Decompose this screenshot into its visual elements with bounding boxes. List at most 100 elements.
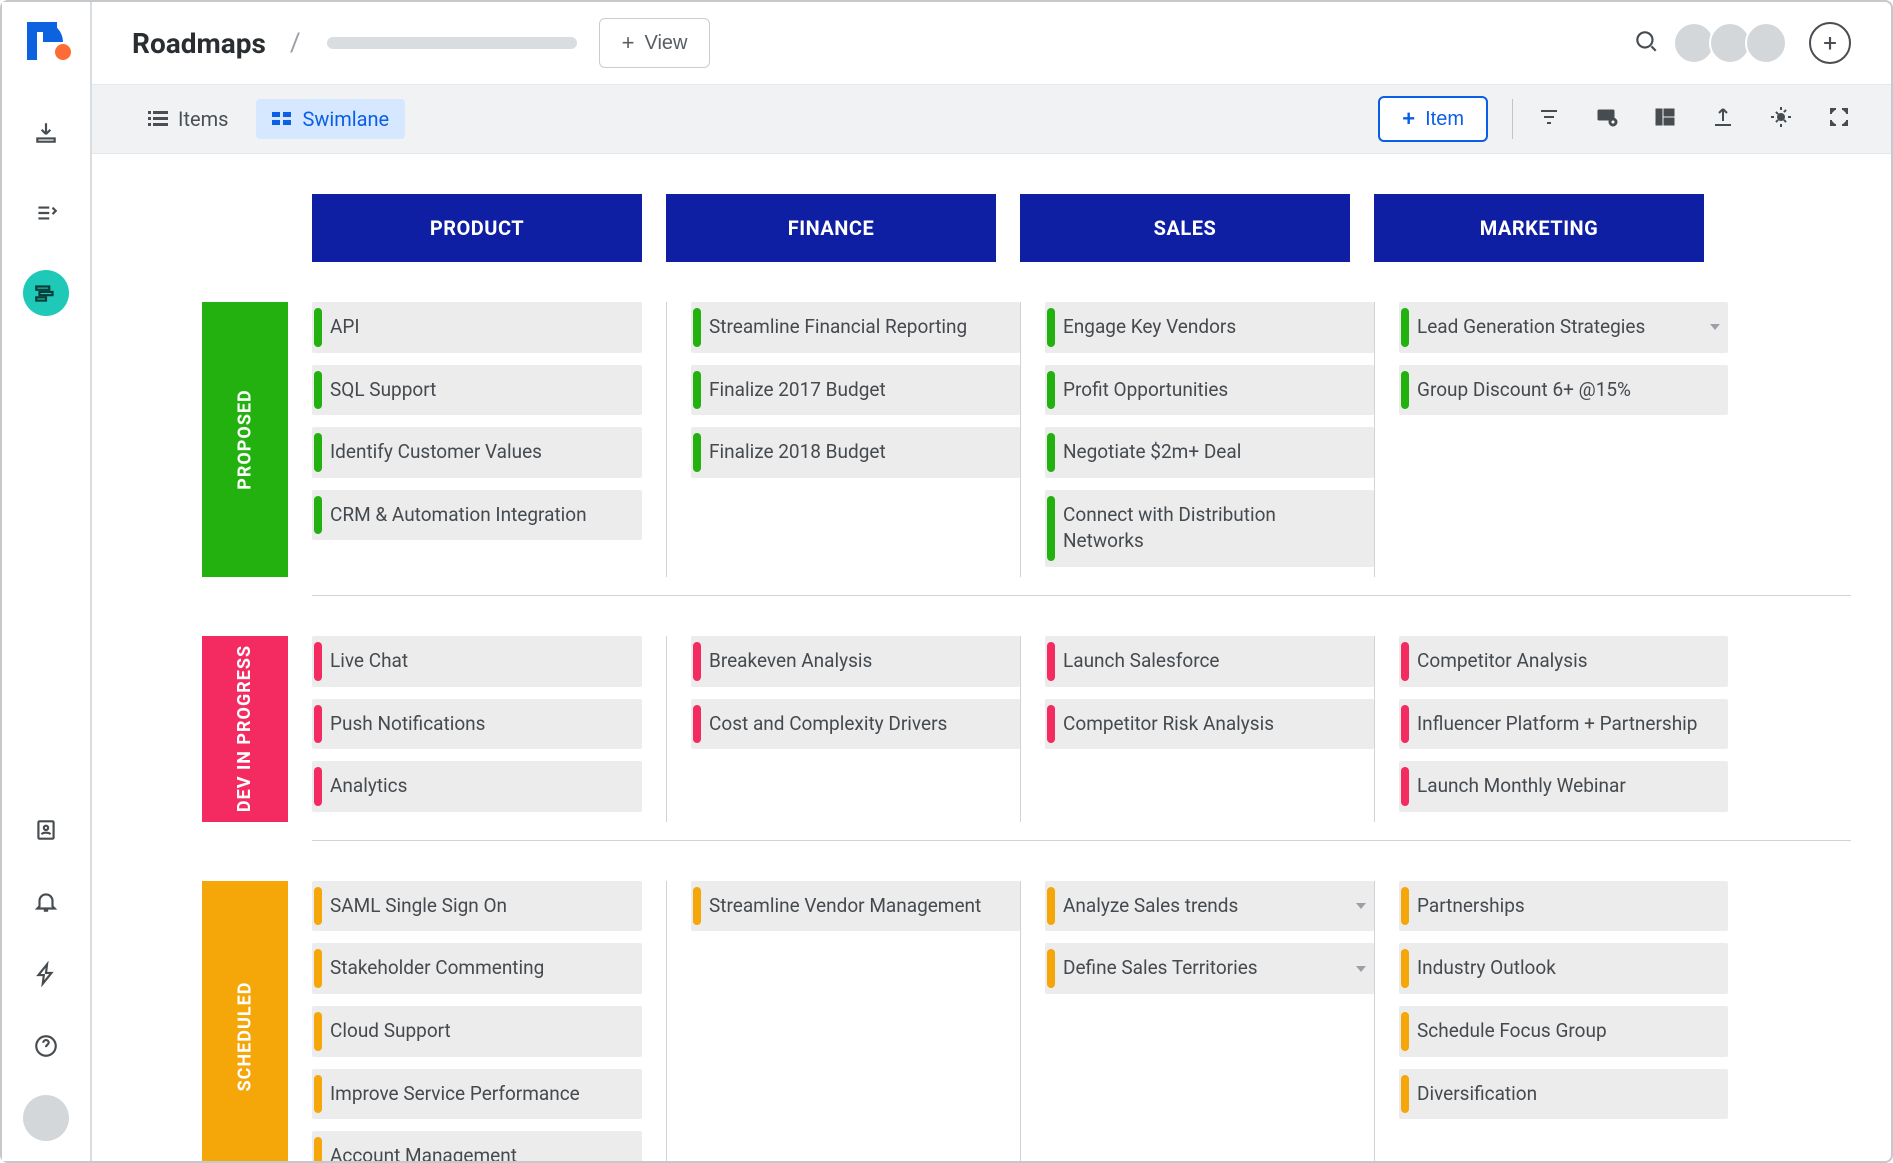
card[interactable]: Stakeholder Commenting [312, 943, 642, 994]
settings-icon[interactable] [1769, 105, 1793, 134]
card[interactable]: Streamline Vendor Management [691, 881, 1020, 932]
card-title: Cost and Complexity Drivers [709, 712, 947, 735]
card[interactable]: API [312, 302, 642, 353]
roadmap-icon[interactable] [23, 270, 69, 316]
card-status-bar [314, 767, 322, 806]
divider [1512, 99, 1513, 139]
card[interactable]: Schedule Focus Group [1399, 1006, 1728, 1057]
user-avatar[interactable] [23, 1095, 69, 1141]
card[interactable]: Profit Opportunities [1045, 365, 1374, 416]
card[interactable]: Define Sales Territories [1045, 943, 1374, 994]
card-status-bar [1047, 887, 1055, 926]
card[interactable]: Cloud Support [312, 1006, 642, 1057]
inbox-icon[interactable] [23, 110, 69, 156]
swim-col: Breakeven Analysis Cost and Complexity Dr… [666, 636, 1020, 822]
swimlane-proposed: API SQL Support Identify Customer Values CR… [202, 302, 1851, 577]
card[interactable]: Push Notifications [312, 699, 642, 750]
plus-icon: + [1402, 106, 1415, 132]
card[interactable]: Competitor Analysis [1399, 636, 1728, 687]
card[interactable]: Launch Salesforce [1045, 636, 1374, 687]
card-title: Analytics [330, 774, 407, 797]
card-title: Connect with Distribution Networks [1063, 503, 1276, 553]
card[interactable]: Partnerships [1399, 881, 1728, 932]
column-header-product: PRODUCT [312, 194, 642, 262]
card-title: Push Notifications [330, 712, 485, 735]
add-item-button[interactable]: + Item [1378, 96, 1488, 142]
card[interactable]: Lead Generation Strategies [1399, 302, 1728, 353]
add-collaborator-button[interactable]: + [1809, 22, 1851, 64]
card[interactable]: CRM & Automation Integration [312, 490, 642, 541]
card[interactable]: Launch Monthly Webinar [1399, 761, 1728, 812]
help-icon[interactable] [23, 1023, 69, 1069]
card-title: Group Discount 6+ @15% [1417, 378, 1631, 401]
view-toolbar: Items Swimlane + Item [92, 84, 1891, 154]
tab-items[interactable]: Items [132, 99, 244, 139]
card[interactable]: Finalize 2017 Budget [691, 365, 1020, 416]
lane-separator [312, 595, 1851, 596]
card-status-bar [314, 705, 322, 744]
view-btn-label: View [644, 32, 687, 55]
card-status-bar [314, 1075, 322, 1114]
card[interactable]: Cost and Complexity Drivers [691, 699, 1020, 750]
add-item-label: Item [1425, 108, 1464, 131]
card-title: Analyze Sales trends [1063, 894, 1238, 917]
collaborator-avatars[interactable] [1673, 22, 1787, 64]
card[interactable]: Engage Key Vendors [1045, 302, 1374, 353]
card[interactable]: Account Management [312, 1131, 642, 1161]
export-icon[interactable] [1711, 105, 1735, 134]
card[interactable]: Influencer Platform + Partnership [1399, 699, 1728, 750]
card-title: Engage Key Vendors [1063, 315, 1236, 338]
list-icon[interactable] [23, 190, 69, 236]
card[interactable]: SAML Single Sign On [312, 881, 642, 932]
add-view-button[interactable]: + View [599, 18, 711, 68]
chevron-down-icon[interactable] [1356, 966, 1366, 972]
card-title: Streamline Financial Reporting [709, 315, 967, 338]
card[interactable]: Analytics [312, 761, 642, 812]
card-status-bar [693, 433, 701, 472]
chevron-down-icon[interactable] [1710, 324, 1720, 330]
card-title: Breakeven Analysis [709, 649, 872, 672]
swim-col: Partnerships Industry Outlook Schedule Foc… [1374, 881, 1728, 1161]
filter-icon[interactable] [1537, 105, 1561, 134]
card[interactable]: Finalize 2018 Budget [691, 427, 1020, 478]
card-status-bar [693, 371, 701, 410]
card[interactable]: Industry Outlook [1399, 943, 1728, 994]
swim-col: Analyze Sales trends Define Sales Territo… [1020, 881, 1374, 1161]
card[interactable]: Diversification [1399, 1069, 1728, 1120]
card-title: Industry Outlook [1417, 956, 1556, 979]
card-title: Finalize 2018 Budget [709, 440, 886, 463]
card[interactable]: Breakeven Analysis [691, 636, 1020, 687]
card-status-bar [1047, 433, 1055, 472]
card[interactable]: Identify Customer Values [312, 427, 642, 478]
layout-icon[interactable] [1653, 105, 1677, 134]
fullscreen-icon[interactable] [1827, 105, 1851, 134]
swimlane-board: PRODUCTFINANCESALESMARKETING PROPOSEDAPI… [92, 154, 1891, 1161]
search-icon[interactable] [1633, 28, 1659, 59]
card-status-bar [1047, 496, 1055, 561]
card[interactable]: SQL Support [312, 365, 642, 416]
tab-swimlane[interactable]: Swimlane [256, 99, 405, 139]
card[interactable]: Negotiate $2m+ Deal [1045, 427, 1374, 478]
card-title: Negotiate $2m+ Deal [1063, 440, 1241, 463]
bolt-icon[interactable] [23, 951, 69, 997]
page-header: Roadmaps / + View + [92, 2, 1891, 84]
card[interactable]: Streamline Financial Reporting [691, 302, 1020, 353]
card-status-bar [1047, 371, 1055, 410]
card[interactable]: Connect with Distribution Networks [1045, 490, 1374, 567]
card[interactable]: Group Discount 6+ @15% [1399, 365, 1728, 416]
notifications-icon[interactable] [23, 879, 69, 925]
contacts-icon[interactable] [23, 807, 69, 853]
card-status-bar [1401, 1012, 1409, 1051]
card[interactable]: Improve Service Performance [312, 1069, 642, 1120]
card-status-bar [314, 1137, 322, 1161]
card[interactable]: Live Chat [312, 636, 642, 687]
swimlane-dev: Live Chat Push Notifications Analytics Brea… [202, 636, 1851, 822]
card-status-bar [314, 371, 322, 410]
card-title: Live Chat [330, 649, 408, 672]
card[interactable]: Competitor Risk Analysis [1045, 699, 1374, 750]
card-status-bar [1047, 949, 1055, 988]
chevron-down-icon[interactable] [1356, 903, 1366, 909]
link-icon[interactable] [1595, 105, 1619, 134]
card-title: SAML Single Sign On [330, 894, 507, 917]
card[interactable]: Analyze Sales trends [1045, 881, 1374, 932]
